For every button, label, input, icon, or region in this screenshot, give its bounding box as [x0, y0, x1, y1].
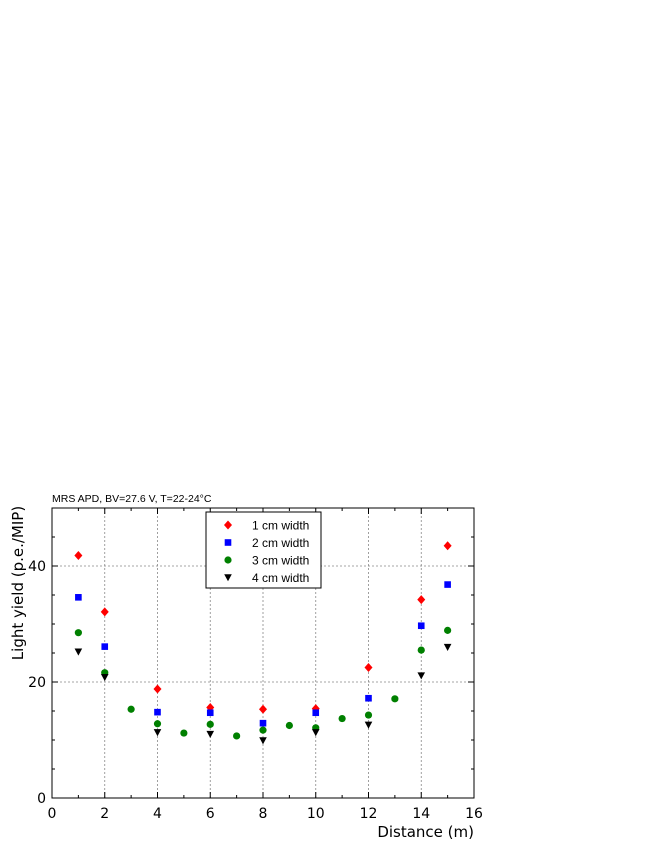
data-point-series-3 — [285, 721, 293, 730]
y-tick-label: 40 — [28, 559, 46, 575]
data-point-series-3 — [180, 729, 188, 737]
data-point-series-3 — [206, 720, 214, 728]
legend-marker-series-3 — [224, 556, 232, 564]
data-point-series-3 — [417, 646, 425, 654]
data-point-series-3 — [127, 705, 135, 713]
data-point-series-3 — [391, 695, 399, 703]
data-point-series-3 — [233, 732, 241, 740]
data-point-series-3 — [153, 720, 162, 728]
x-tick-label: 4 — [153, 806, 162, 822]
data-point-series-4 — [206, 730, 215, 738]
y-tick-label: 0 — [37, 791, 46, 807]
y-axis-title: Light yield (p.e./MIP) — [9, 506, 27, 660]
x-tick-label: 6 — [206, 806, 215, 822]
y-tick-label: 20 — [28, 675, 46, 691]
x-tick-label: 14 — [412, 806, 430, 822]
data-point-series-2 — [154, 708, 161, 716]
data-point-series-4 — [153, 729, 162, 737]
legend-label-series-4: 4 cm width — [252, 571, 309, 585]
data-point-series-1 — [259, 704, 267, 714]
x-tick-label: 12 — [360, 806, 378, 822]
axes: 0 2 4 6 8 10 12 14 16 0 20 40 — [28, 507, 483, 822]
data-point-series-1 — [153, 684, 162, 694]
data-point-series-1 — [443, 541, 452, 551]
data-point-series-2 — [417, 622, 425, 630]
data-point-series-1 — [100, 607, 109, 617]
legend-marker-series-1 — [224, 520, 232, 530]
data-point-series-3 — [444, 626, 452, 634]
data-point-series-2 — [312, 709, 320, 717]
data-point-series-2 — [101, 643, 109, 650]
data-point-series-4 — [259, 737, 267, 745]
data-point-series-3 — [338, 714, 346, 723]
legend-label-series-1: 1 cm width — [252, 519, 309, 533]
data-point-series-4 — [443, 643, 452, 651]
data-point-series-2 — [206, 709, 214, 717]
x-axis-title: Distance (m) — [377, 823, 474, 841]
data-point-series-1 — [417, 595, 426, 605]
x-tick-label: 2 — [100, 806, 109, 822]
data-point-series-2 — [365, 694, 372, 702]
data-point-series-2 — [444, 581, 451, 588]
x-tick-label: 16 — [465, 806, 483, 822]
chart-title: MRS APD, BV=27.6 V, T=22-24°C — [52, 493, 212, 505]
data-point-series-3 — [364, 711, 373, 719]
data-point-series-2 — [75, 594, 82, 601]
legend: 1 cm width 2 cm width 3 cm width 4 cm width — [205, 511, 322, 589]
data-point-series-1 — [364, 663, 373, 672]
legend-label-series-3: 3 cm width — [252, 554, 309, 568]
data-marks — [74, 541, 452, 745]
x-tick-label: 8 — [259, 806, 268, 822]
data-point-series-2 — [259, 719, 267, 727]
data-point-series-3 — [259, 726, 267, 734]
data-point-series-4 — [364, 721, 373, 729]
data-point-series-4 — [311, 729, 320, 737]
legend-marker-series-4 — [224, 574, 232, 582]
x-tick-label: 10 — [307, 806, 325, 822]
data-point-series-4 — [417, 672, 426, 680]
data-point-series-1 — [74, 551, 83, 561]
legend-label-series-2: 2 cm width — [252, 536, 309, 550]
legend-marker-series-2 — [224, 539, 232, 546]
data-point-series-3 — [74, 629, 82, 637]
x-tick-label: 0 — [48, 806, 57, 822]
data-point-series-4 — [100, 674, 109, 682]
data-point-series-4 — [74, 648, 83, 656]
